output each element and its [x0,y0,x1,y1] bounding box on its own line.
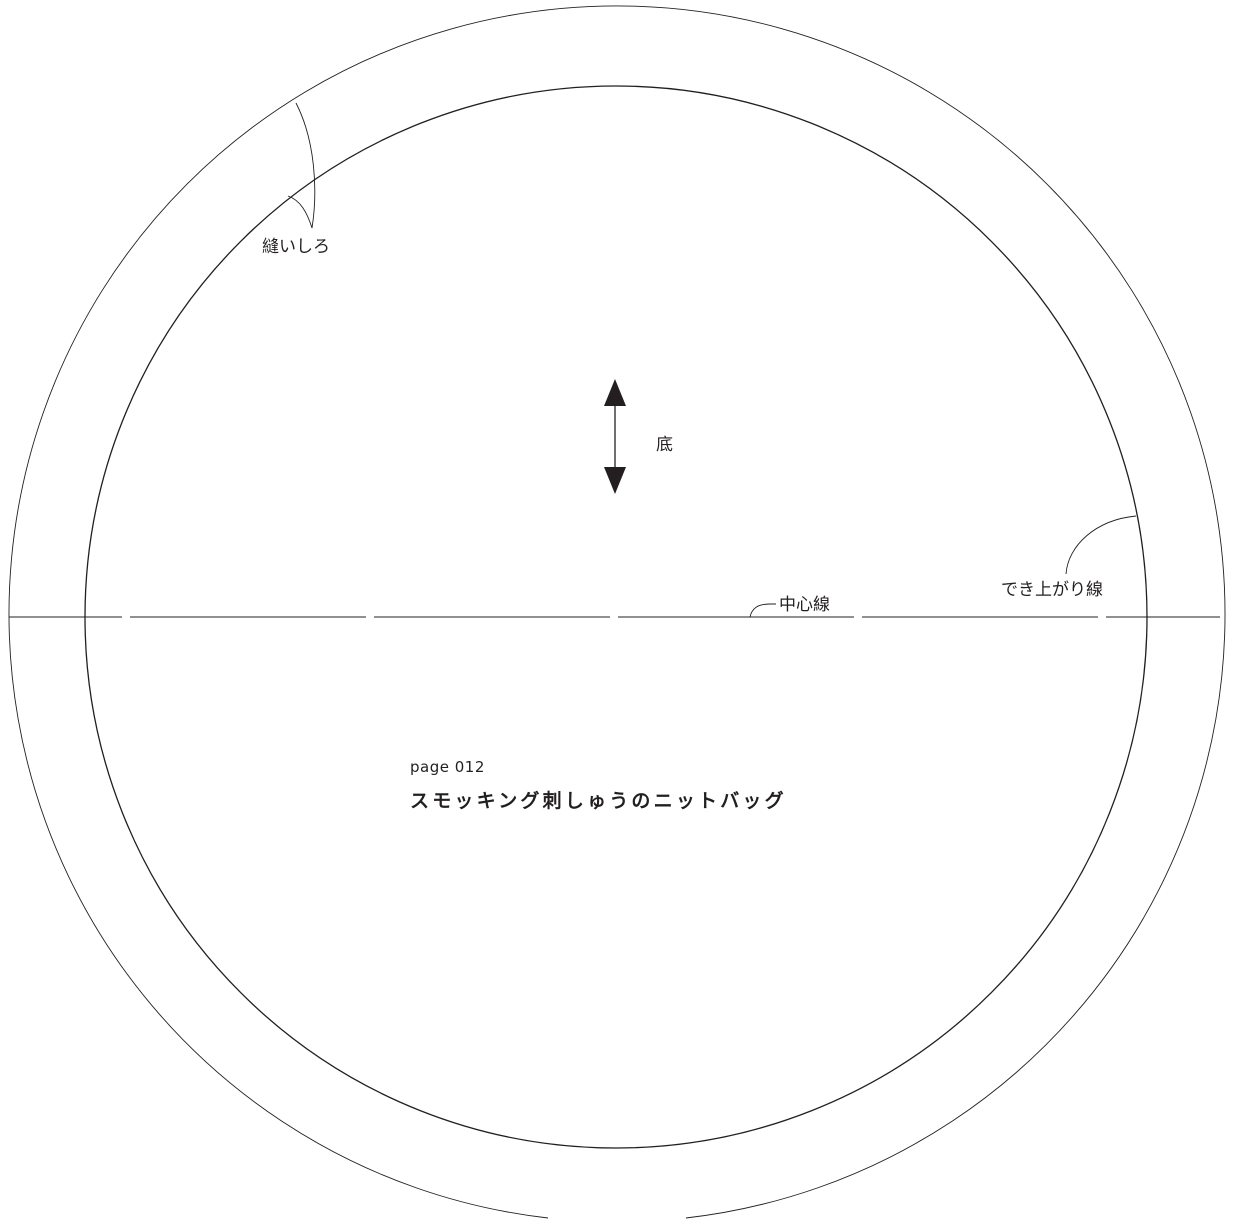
grain-arrow-icon [604,379,626,494]
source-page: page 012 [410,758,485,776]
seam-allowance-indicator [287,102,316,229]
seam-allowance-label: 縫いしろ [262,237,330,257]
finished-line-label: でき上がり線 [1001,580,1103,600]
center-line-label: 中心線 [779,595,830,615]
source-title: スモッキング刺しゅうのニットバッグ [410,789,787,812]
center-line-leader [749,603,776,618]
finished-line-leader [1065,515,1137,575]
grain-label: 底 [656,435,673,455]
outer-cutting-circle [8,5,1226,1219]
